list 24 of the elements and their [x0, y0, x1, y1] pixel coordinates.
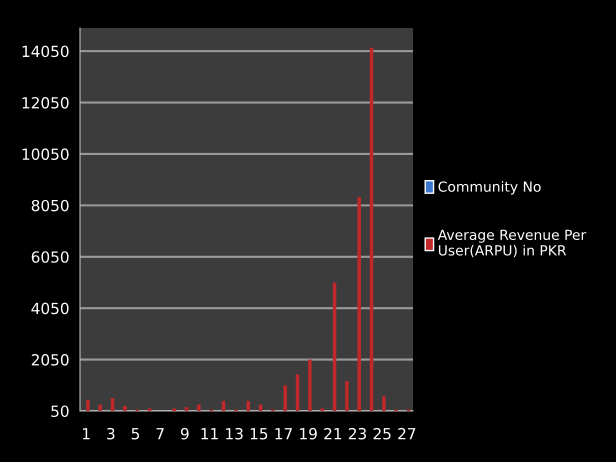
- x-tick-label: 3: [107, 428, 114, 440]
- x-tick-label: 21: [324, 428, 342, 440]
- x-tick-label: 27: [398, 428, 416, 440]
- y-tick-label: 12050: [22, 97, 69, 109]
- y-tick-label: 14050: [22, 46, 69, 58]
- x-tick-label: 11: [201, 428, 218, 440]
- legend-label: Average Revenue Per User(ARPU) in PKR: [438, 230, 586, 258]
- y-tick-label: 10050: [22, 148, 69, 160]
- x-tick-label: 9: [180, 428, 189, 440]
- y-tick-label: 6050: [32, 251, 69, 263]
- y-tick-label: 4050: [31, 302, 69, 314]
- y-tick-label: 2050: [32, 354, 69, 366]
- x-tick-label: 5: [132, 428, 140, 440]
- y-tick-label: 50: [51, 405, 69, 418]
- legend-label: Community No: [438, 181, 541, 195]
- x-tick-label: 1: [82, 428, 90, 440]
- x-tick-label: 17: [275, 428, 292, 440]
- x-tick-label: 19: [300, 428, 317, 440]
- x-tick-label: 7: [156, 428, 164, 440]
- x-tick-label: 23: [348, 428, 366, 440]
- y-tick-label: 8050: [32, 200, 69, 212]
- x-tick-label: 13: [226, 428, 243, 440]
- x-tick-label: 25: [374, 428, 391, 440]
- x-tick-label: 15: [250, 428, 268, 440]
